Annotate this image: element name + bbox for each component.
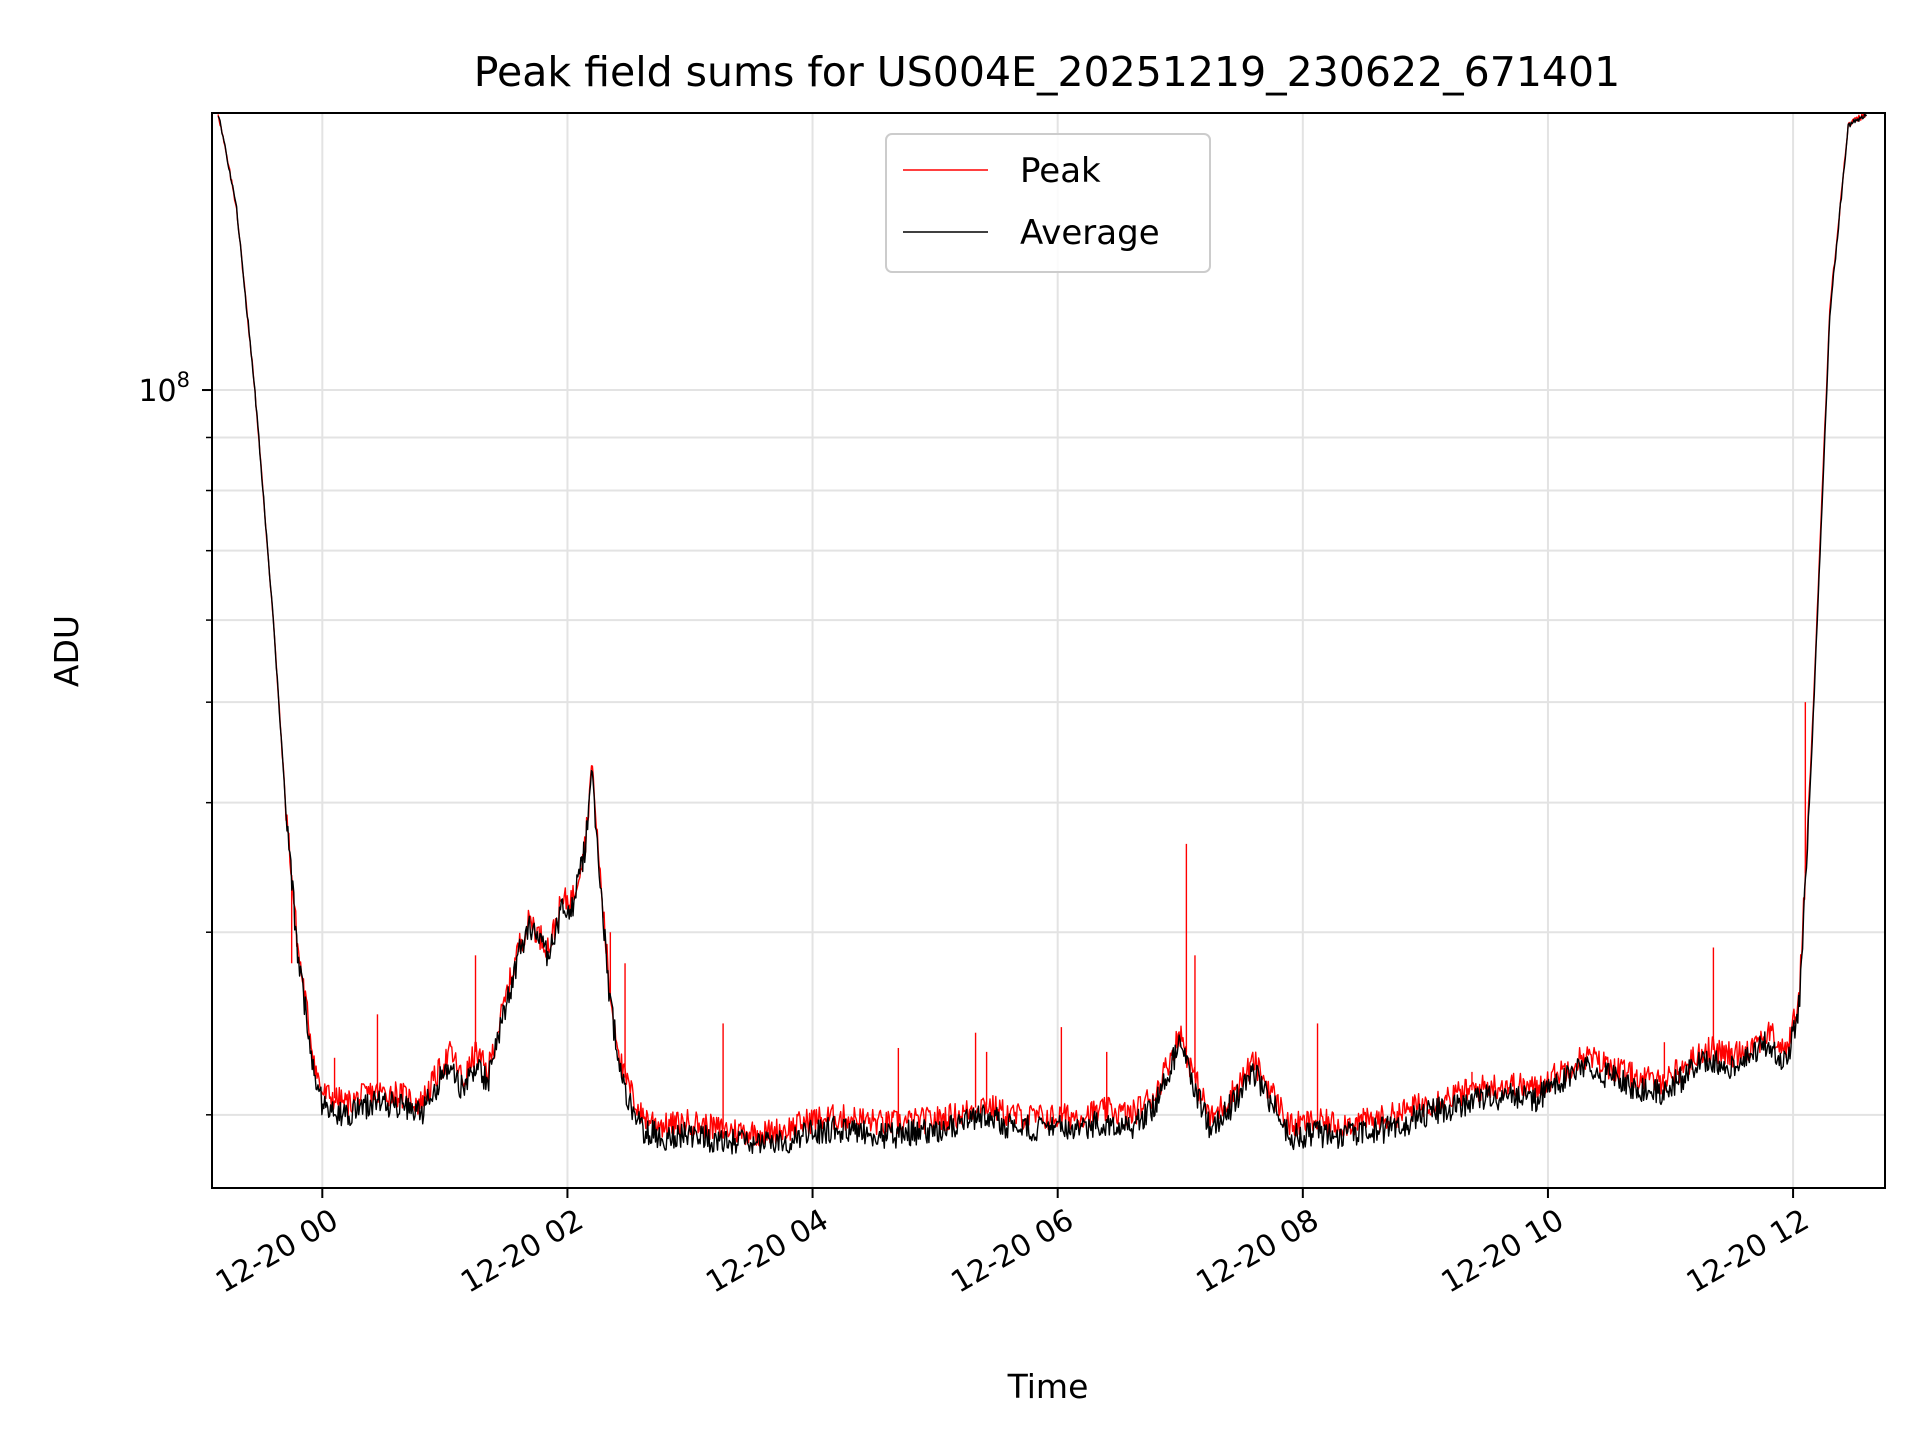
plot-area [217, 113, 1868, 1155]
legend-box [885, 133, 1211, 273]
series-line-peak [217, 113, 1867, 1147]
chart-title: Peak field sums for US004E_20251219_2306… [474, 48, 1620, 96]
y-axis-label: ADU [47, 615, 86, 687]
grid-lines [212, 113, 1885, 1188]
legend-label-average: Average [1020, 213, 1160, 253]
legend-label-peak: Peak [1020, 151, 1101, 191]
plot-frame [211, 112, 1886, 1189]
series-layer [217, 113, 1868, 1155]
series-line-average [217, 113, 1868, 1155]
legend: Peak Average [885, 133, 1211, 273]
y-tick-label: 108 [138, 368, 190, 409]
x-axis-label: Time [1007, 1367, 1089, 1406]
y-axis: 108 [138, 368, 212, 1116]
